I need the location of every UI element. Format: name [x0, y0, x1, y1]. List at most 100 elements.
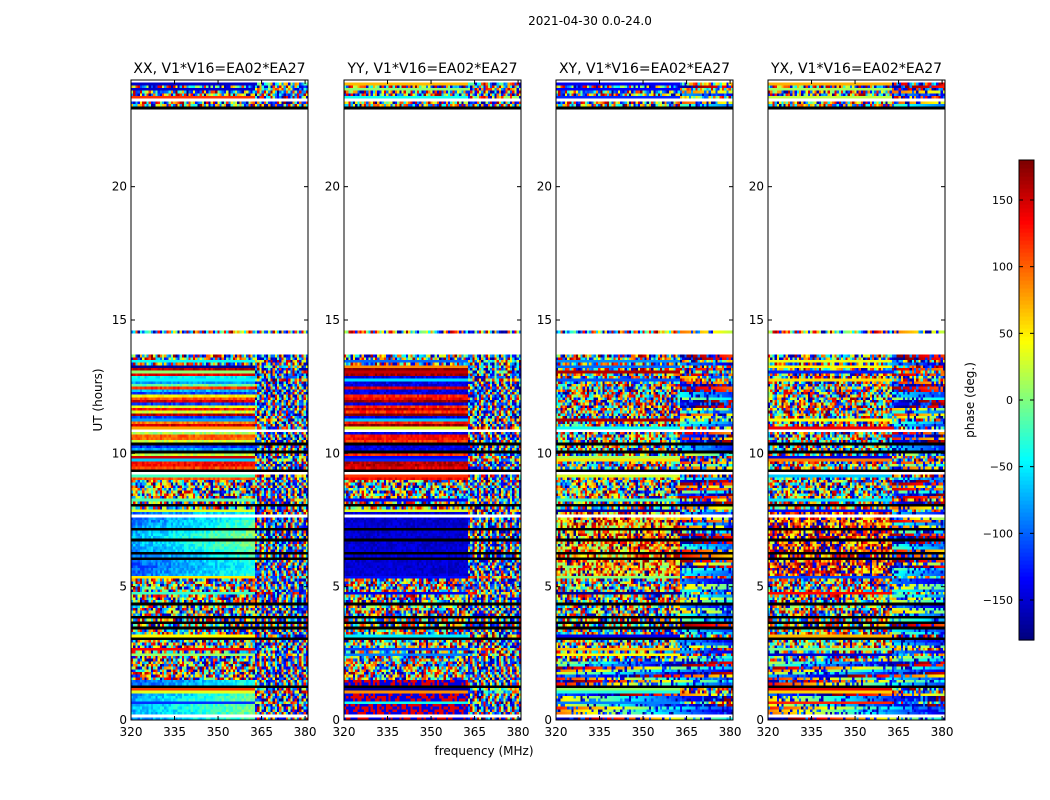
x-tick-label: 350 [632, 725, 655, 739]
colorbar-segment [1019, 500, 1034, 505]
x-tick-label: 320 [757, 725, 780, 739]
colorbar-segment [1019, 228, 1034, 233]
colorbar-segment [1019, 268, 1034, 273]
colorbar-segment [1019, 496, 1034, 501]
colorbar-segment [1019, 272, 1034, 277]
colorbar-segment [1019, 344, 1034, 349]
colorbar-segment [1019, 424, 1034, 429]
x-axis-label: frequency (MHz) [434, 744, 533, 758]
colorbar-segment [1019, 348, 1034, 353]
colorbar-segment [1019, 264, 1034, 269]
colorbar-segment [1019, 164, 1034, 169]
x-tick-label: 365 [887, 725, 910, 739]
heatmap-image [768, 80, 945, 720]
colorbar: −150 −100 −50 0 50 100 150 phase (deg.) [963, 159, 1035, 641]
colorbar-segment [1019, 408, 1034, 413]
colorbar-segment [1019, 356, 1034, 361]
colorbar-segment [1019, 376, 1034, 381]
colorbar-segment [1019, 260, 1034, 265]
colorbar-segment [1019, 464, 1034, 469]
colorbar-segment [1019, 204, 1034, 209]
panel-xx: XX, V1*V16=EA02*EA27 320 335 350 365 380 0 5 10 1… [112, 61, 317, 739]
panel-yy: YY, V1*V16=EA02*EA27 320 335 350 365 380 0 5 10 1… [325, 61, 530, 739]
colorbar-segment [1019, 332, 1034, 337]
colorbar-segment [1019, 284, 1034, 289]
colorbar-segment [1019, 492, 1034, 497]
colorbar-segment [1019, 636, 1034, 641]
colorbar-segment [1019, 212, 1034, 217]
colorbar-segment [1019, 236, 1034, 241]
colorbar-segment [1019, 328, 1034, 333]
colorbar-segment [1019, 180, 1034, 185]
colorbar-segment [1019, 576, 1034, 581]
colorbar-segment [1019, 468, 1034, 473]
colorbar-segment [1019, 304, 1034, 309]
y-tick-label: 15 [112, 313, 127, 327]
colorbar-segment [1019, 584, 1034, 589]
colorbar-segment [1019, 528, 1034, 533]
y-tick-label: 5 [756, 580, 764, 594]
colorbar-segment [1019, 168, 1034, 173]
y-tick-label: 20 [537, 180, 552, 194]
colorbar-segment [1019, 568, 1034, 573]
colorbar-segment [1019, 412, 1034, 417]
colorbar-segment [1019, 312, 1034, 317]
heatmap-image [131, 80, 308, 720]
y-tick-label: 10 [325, 446, 340, 460]
x-tick-label: 335 [163, 725, 186, 739]
x-tick-label: 350 [420, 725, 443, 739]
colorbar-segment [1019, 480, 1034, 485]
panel-title: YX, V1*V16=EA02*EA27 [770, 61, 942, 77]
colorbar-segment [1019, 476, 1034, 481]
x-tick-label: 365 [250, 725, 273, 739]
colorbar-segment [1019, 192, 1034, 197]
colorbar-segment [1019, 580, 1034, 585]
x-tick-label: 380 [931, 725, 954, 739]
panel-frame [767, 79, 946, 721]
colorbar-segment [1019, 296, 1034, 301]
panel-frame [130, 79, 309, 721]
y-tick-label: 15 [749, 313, 764, 327]
colorbar-segment [1019, 536, 1034, 541]
colorbar-segment [1019, 436, 1034, 441]
figure-title: 2021-04-30 0.0-24.0 [528, 14, 652, 28]
x-tick-label: 380 [507, 725, 530, 739]
colorbar-segment [1019, 620, 1034, 625]
x-tick-label: 350 [207, 725, 230, 739]
colorbar-segment [1019, 608, 1034, 613]
y-tick-label: 10 [537, 446, 552, 460]
colorbar-segment [1019, 552, 1034, 557]
panel-frame [555, 79, 734, 721]
x-tick-label: 365 [463, 725, 486, 739]
panel-yx: YX, V1*V16=EA02*EA27 320 335 350 365 380 0 5 10 1… [749, 61, 954, 739]
colorbar-segment [1019, 316, 1034, 321]
y-tick-label: 20 [749, 180, 764, 194]
colorbar-segment [1019, 292, 1034, 297]
colorbar-segment [1019, 612, 1034, 617]
colorbar-label: phase (deg.) [963, 362, 977, 438]
colorbar-segment [1019, 208, 1034, 213]
colorbar-segment [1019, 484, 1034, 489]
colorbar-segment [1019, 288, 1034, 293]
colorbar-segment [1019, 248, 1034, 253]
colorbar-segment [1019, 256, 1034, 261]
y-axis-label: UT (hours) [91, 368, 105, 431]
colorbar-segment [1019, 196, 1034, 201]
y-tick-label: 0 [332, 713, 340, 727]
colorbar-segment [1019, 428, 1034, 433]
panel-xy: XY, V1*V16=EA02*EA27 320 335 350 365 380 0 5 10 1… [537, 61, 742, 739]
colorbar-segment [1019, 216, 1034, 221]
colorbar-segment [1019, 448, 1034, 453]
colorbar-segment [1019, 372, 1034, 377]
colorbar-segment [1019, 324, 1034, 329]
y-tick-label: 10 [112, 446, 127, 460]
colorbar-tick-label: 150 [992, 194, 1013, 207]
colorbar-segment [1019, 380, 1034, 385]
colorbar-segment [1019, 516, 1034, 521]
y-tick-label: 0 [544, 713, 552, 727]
colorbar-segment [1019, 244, 1034, 249]
colorbar-segment [1019, 320, 1034, 325]
x-tick-label: 320 [120, 725, 143, 739]
colorbar-segment [1019, 172, 1034, 177]
y-tick-label: 15 [537, 313, 552, 327]
